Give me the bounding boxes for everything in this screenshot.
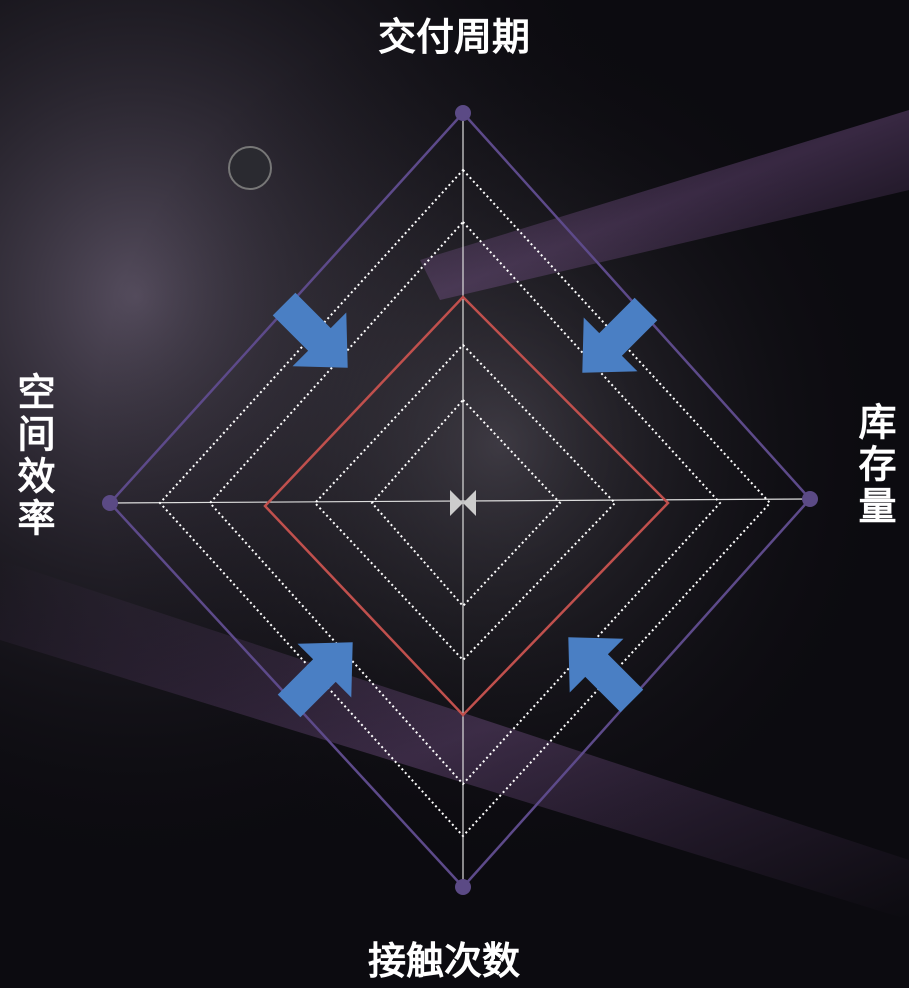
planet (228, 146, 272, 190)
grid-diamonds (158, 168, 772, 838)
axis-label-bottom: 接触次数 (368, 939, 521, 983)
dotted-diamond (208, 220, 722, 786)
axis-label-right: 库存量 (852, 402, 896, 528)
axis-label-left: 空间效率 (11, 372, 55, 540)
vertices (102, 105, 818, 895)
light-band (420, 110, 909, 300)
vertex-dot (455, 105, 471, 121)
dotted-diamond (313, 343, 617, 662)
dotted-diamond (158, 168, 772, 838)
center-cross (450, 490, 476, 516)
vertex-dot (455, 879, 471, 895)
vertex-dot (102, 495, 118, 511)
center-mark (450, 490, 476, 516)
vertex-dot (802, 491, 818, 507)
light-band (0, 560, 909, 920)
target-diamond (263, 295, 670, 717)
axis-label-top: 交付周期 (378, 15, 531, 59)
dotted-diamond (370, 398, 562, 608)
